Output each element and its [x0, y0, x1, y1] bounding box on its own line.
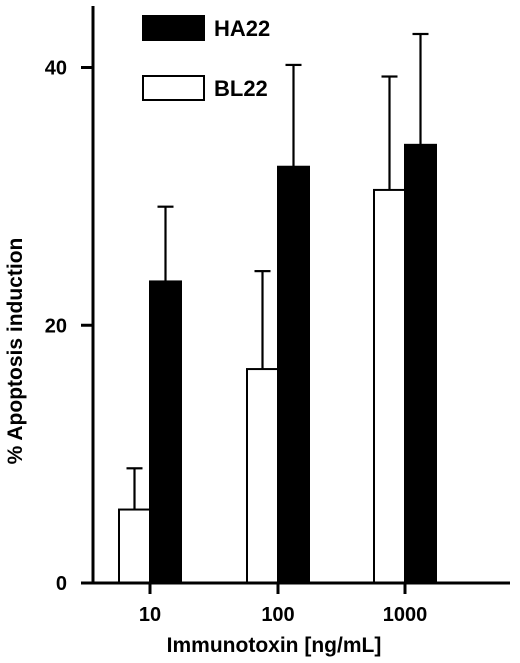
y-tick-label-40: 40 [45, 58, 67, 80]
legend-label-ha22: HA22 [214, 16, 270, 41]
bar-ha22-100 [277, 165, 310, 584]
error-bars-group [126, 32, 429, 510]
x-tick-label-10: 10 [139, 604, 161, 626]
x-axis-title: Immunotoxin [ng/mL] [167, 634, 382, 657]
y-ticks-group: 0 20 40 [45, 58, 93, 595]
axes-group [91, 6, 510, 585]
x-tick-label-100: 100 [261, 604, 294, 626]
bar-bl22-10 [118, 508, 151, 585]
x-tick-label-1000: 1000 [383, 604, 428, 626]
y-tick-label-20: 20 [45, 315, 67, 337]
legend-label-bl22: BL22 [214, 76, 268, 101]
legend: HA22 BL22 [142, 15, 270, 101]
x-ticks-group: 10 100 1000 [139, 583, 427, 626]
bar-bl22-100 [246, 368, 279, 584]
bar-bl22-1000 [373, 188, 406, 584]
legend-swatch-bl22 [142, 75, 205, 101]
y-axis-title: % Apoptosis induction [4, 238, 27, 465]
legend-swatch-ha22 [142, 15, 205, 41]
bar-ha22-10 [149, 280, 182, 584]
bar-ha22-1000 [404, 143, 437, 584]
y-tick-label-0: 0 [56, 573, 67, 595]
